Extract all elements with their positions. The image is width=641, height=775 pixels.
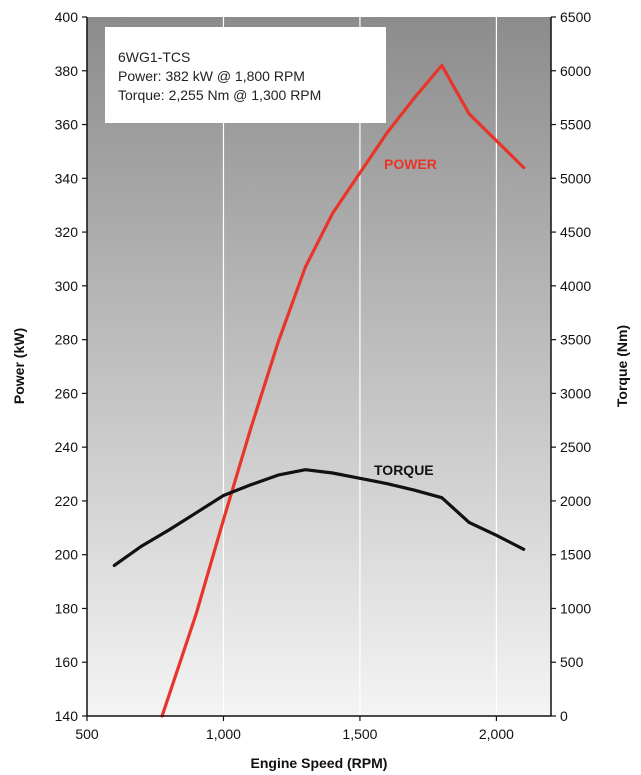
y-left-tick-label-6: 260 (55, 385, 79, 401)
plot-area (87, 17, 551, 716)
y-right-tick-label-9: 4500 (560, 224, 591, 240)
info-torque: Torque: 2,255 Nm @ 1,300 RPM (118, 87, 321, 103)
y-right-axis-title: Torque (Nm) (614, 325, 630, 407)
y-left-tick-label-3: 200 (55, 547, 79, 563)
y-left-tick-label-13: 400 (55, 9, 79, 25)
y-right-tick-label-6: 3000 (560, 385, 591, 401)
y-right-tick-label-13: 6500 (560, 9, 591, 25)
y-left-tick-label-0: 140 (55, 708, 79, 724)
info-box-background (105, 27, 386, 123)
series-lines (112, 63, 526, 718)
x-axis-title: Engine Speed (RPM) (251, 755, 388, 771)
y-left-tick-label-2: 180 (55, 600, 79, 616)
y-right-tick-label-4: 2000 (560, 493, 591, 509)
axis-ticks: 500 1,000 1,500 2,000 140 160 180 200 220 240 260 2… (55, 9, 592, 742)
x-tick-label-1: 1,000 (206, 726, 241, 742)
y-right-tick-label-1: 500 (560, 654, 584, 670)
y-left-tick-label-10: 340 (55, 170, 79, 186)
y-right-tick-label-3: 1500 (560, 547, 591, 563)
x-tick-label-0: 500 (75, 726, 99, 742)
y-right-tick-label-0: 0 (560, 708, 568, 724)
y-left-tick-label-8: 300 (55, 278, 79, 294)
y-left-tick-label-9: 320 (55, 224, 79, 240)
y-left-tick-label-12: 380 (55, 63, 79, 79)
y-right-tick-label-11: 5500 (560, 117, 591, 133)
y-left-tick-label-1: 160 (55, 654, 79, 670)
power-series-label: POWER (384, 156, 437, 172)
y-right-tick-label-12: 6000 (560, 63, 591, 79)
torque-series-label: TORQUE (374, 462, 434, 478)
info-box: 6WG1-TCS Power: 382 kW @ 1,800 RPM Torqu… (105, 27, 386, 123)
y-left-tick-label-11: 360 (55, 117, 79, 133)
y-right-tick-label-2: 1000 (560, 600, 591, 616)
y-left-tick-label-7: 280 (55, 332, 79, 348)
y-left-tick-label-4: 220 (55, 493, 79, 509)
y-left-tick-label-5: 240 (55, 439, 79, 455)
info-power: Power: 382 kW @ 1,800 RPM (118, 68, 305, 84)
y-right-tick-label-5: 2500 (560, 439, 591, 455)
x-tick-label-3: 2,000 (479, 726, 514, 742)
y-right-tick-label-7: 3500 (560, 332, 591, 348)
power-line (160, 63, 526, 718)
y-right-tick-label-10: 5000 (560, 170, 591, 186)
x-tick-label-2: 1,500 (342, 726, 377, 742)
y-left-axis-title: Power (kW) (11, 328, 27, 404)
grid-lines (222, 17, 498, 716)
y-right-tick-label-8: 4000 (560, 278, 591, 294)
info-model: 6WG1-TCS (118, 49, 190, 65)
torque-line (112, 468, 526, 568)
